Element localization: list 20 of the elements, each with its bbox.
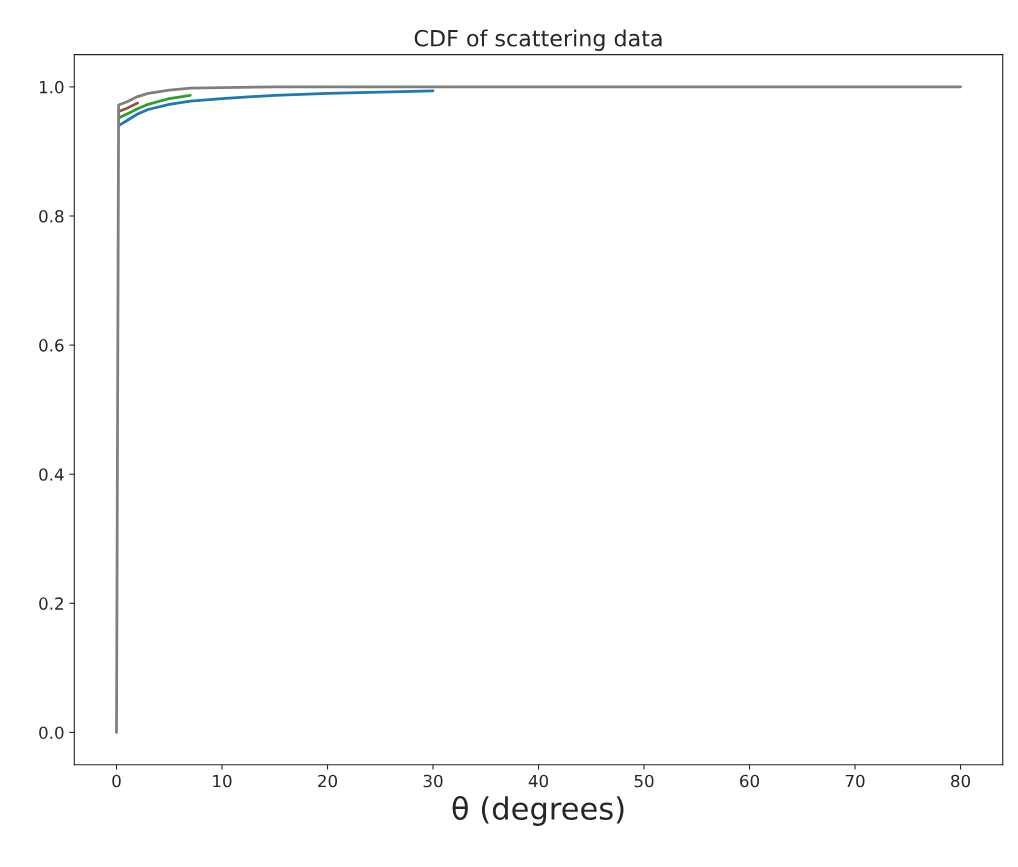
y-tick-label: 0.0 [39,726,64,739]
x-tick-label: 60 [740,774,760,788]
x-tick-label: 40 [528,774,549,788]
x-tick-label: 20 [318,774,338,788]
chart-title: CDF of scattering data [414,29,662,51]
line-series [115,85,962,734]
x-tick-label: 30 [423,774,443,788]
x-tick-label: 50 [634,774,654,788]
y-tick-label: 0.4 [39,468,64,481]
y-tick-label: 1.0 [39,80,64,94]
x-tick-label: 10 [213,774,232,788]
y-tick-label: 0.6 [39,339,64,352]
line-series [117,89,435,128]
line-series [117,93,192,120]
y-tick-label: 0.8 [39,209,64,223]
x-tick-label: 80 [951,774,971,788]
y-tick-label: 0.2 [39,597,63,610]
x-tick-label: 0 [112,774,121,788]
x-tick-label: 70 [845,774,865,788]
x-axis-title: θ (degrees) [452,796,624,826]
